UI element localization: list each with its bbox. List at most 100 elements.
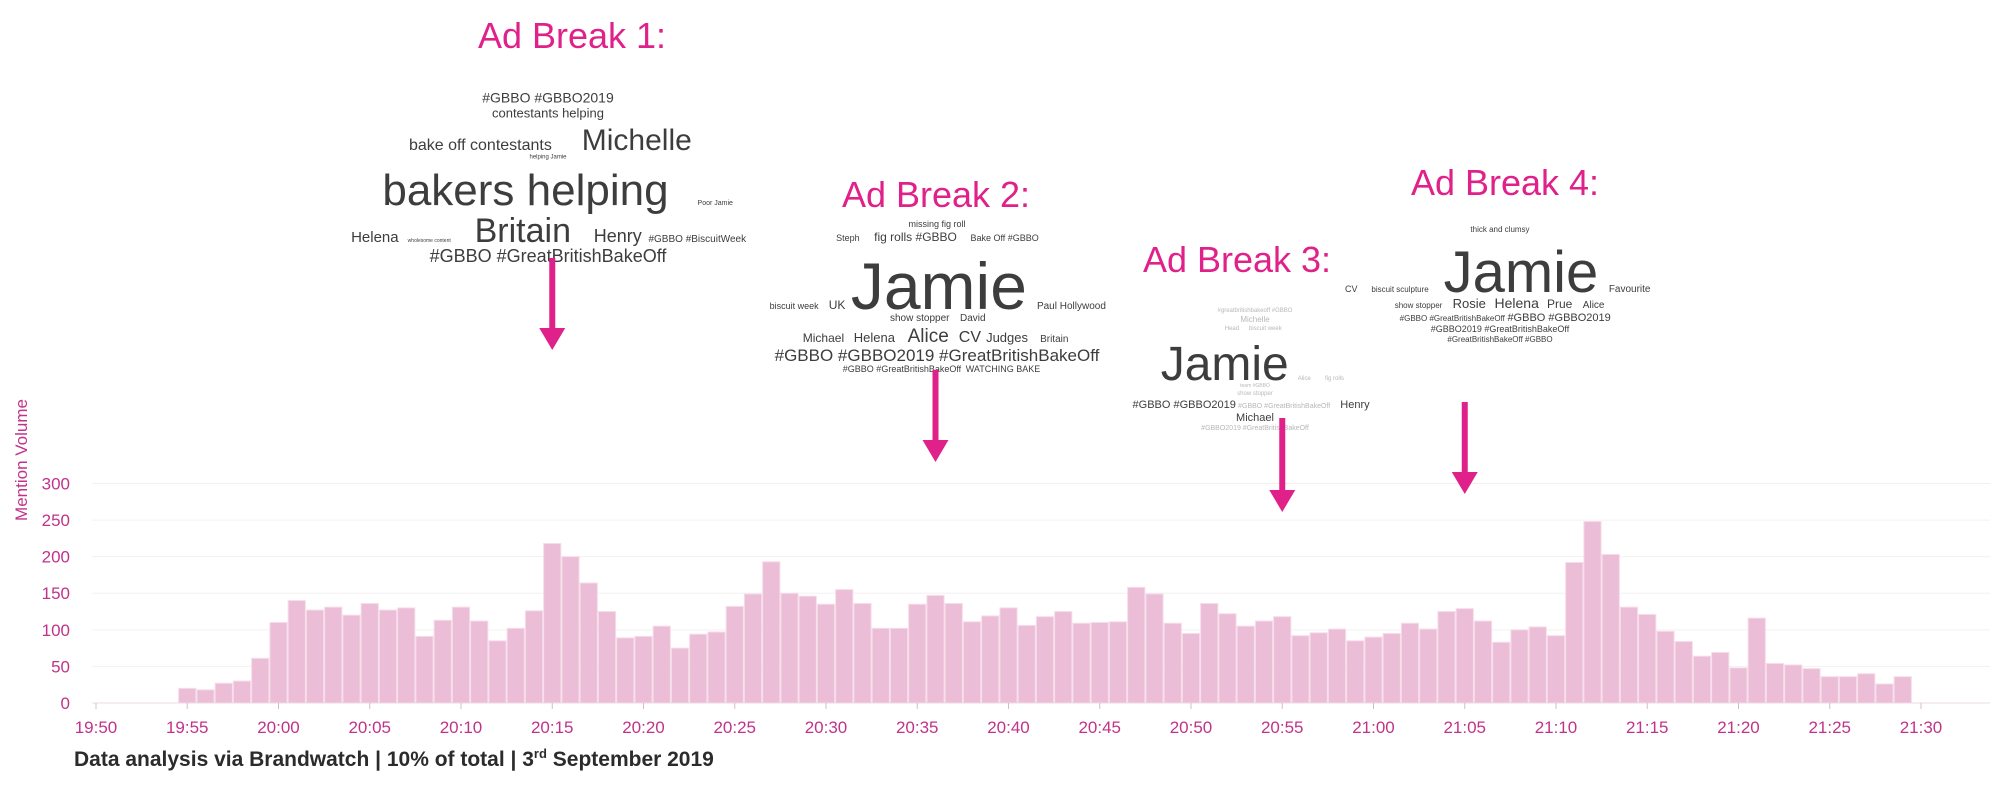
x-tick-label: 19:50 [75, 718, 118, 737]
bar [1346, 640, 1365, 704]
cloud-word: CV [959, 329, 982, 346]
cloud-word: #GBBO2019 #GreatBritishBakeOff [1201, 425, 1309, 432]
bar [1090, 622, 1109, 704]
bar [1364, 636, 1383, 704]
footer-prefix: Data analysis via Brandwatch | 10% of to… [74, 748, 534, 771]
x-tick-label: 21:00 [1352, 718, 1395, 737]
bar [634, 635, 653, 704]
bar [1236, 625, 1255, 704]
bar [433, 619, 452, 704]
bar [652, 625, 671, 704]
bars [178, 521, 1912, 704]
bar [616, 637, 635, 704]
cloud-word: #GBBO #BiscuitWeek [648, 234, 747, 245]
bar [1291, 635, 1310, 704]
cloud-word: #GreatBritishBakeOff #GBBO [1447, 335, 1552, 344]
bar [597, 611, 617, 704]
cloud-word: fig rolls [1325, 376, 1344, 382]
cloud-word: Helena [854, 330, 896, 345]
arrow-head [1451, 472, 1478, 494]
cloud-word: biscuit sculpture [1371, 285, 1429, 294]
bar [1656, 630, 1675, 704]
x-tick-label: 20:20 [622, 718, 665, 737]
cloud-word: Bake Off #GBBO [970, 233, 1038, 243]
x-tick-label: 21:25 [1808, 718, 1851, 737]
x-tick-label: 21:20 [1717, 718, 1760, 737]
bar [196, 689, 215, 704]
cloud-word: bakers helping [382, 166, 668, 215]
bar [1583, 521, 1602, 704]
cloud-word: #GBBO #GBBO2019 [1133, 399, 1236, 411]
x-tick-label: 20:35 [896, 718, 939, 737]
bar [962, 621, 982, 704]
bar [506, 627, 525, 704]
bar [1072, 622, 1091, 704]
bar [1838, 676, 1858, 704]
x-tick-label: 21:30 [1900, 718, 1943, 737]
x-tick-label: 20:55 [1261, 718, 1304, 737]
cloud-word: Jamie [1444, 240, 1599, 305]
bar [853, 602, 872, 704]
cloud-word: #GBBO #GBBO2019 [1507, 312, 1610, 324]
arrow-head [922, 440, 949, 462]
cloud-word: #GBBO #GreatBritishBakeOff [1400, 314, 1506, 323]
arrow-head [1269, 490, 1296, 512]
x-tick-label: 21:10 [1535, 718, 1578, 737]
bar [543, 542, 562, 704]
bar [1254, 620, 1274, 704]
word-cloud: thick and clumsy CV biscuit sculpture Jamie… [1345, 225, 1651, 344]
cloud-word: Michael [1236, 412, 1274, 424]
cloud-word: biscuit week [770, 301, 820, 311]
bar [1035, 616, 1055, 704]
cloud-word: #GBBO2019 #GreatBritishBakeOff [1431, 324, 1570, 334]
cloud-word: CV [1345, 284, 1358, 294]
bar [798, 595, 817, 704]
bar [762, 561, 781, 704]
axes: 0 50 100 150 200 250 300 19:50 19:55 20:00 20:05 20… [42, 474, 1990, 737]
bar [707, 631, 726, 704]
cloud-word: #greatbritishbakeoff #GBBO [1218, 308, 1293, 314]
bar [232, 680, 252, 704]
ad-break-title: Ad Break 2: [842, 174, 1030, 215]
cloud-word: Henry [594, 226, 642, 246]
cloud-word: wholesome content [408, 238, 452, 244]
bar [908, 603, 927, 704]
y-tick-label: 150 [42, 584, 70, 603]
y-tick-label: 200 [42, 548, 70, 567]
bar [1437, 611, 1456, 704]
bar [999, 607, 1018, 704]
cloud-word: Prue [1547, 297, 1573, 311]
bar [1108, 621, 1128, 704]
ad-break-title: Ad Break 1: [478, 15, 666, 56]
cloud-word: Henry [1340, 399, 1370, 411]
bar [1455, 608, 1474, 704]
cloud-word: #GBBO #GreatBritishBakeOff [843, 364, 962, 374]
bar [1382, 632, 1401, 704]
ad-break-title: Ad Break 4: [1411, 162, 1599, 203]
x-tick-label: 20:15 [531, 718, 574, 737]
bar [1181, 632, 1201, 704]
bar [1638, 613, 1657, 704]
cloud-word: Paul Hollywood [1037, 301, 1106, 312]
bar [397, 607, 416, 704]
cloud-word: Rosie [1453, 296, 1486, 311]
x-tick-label: 20:25 [713, 718, 756, 737]
cloud-word: UK [829, 298, 846, 312]
y-tick-label: 250 [42, 511, 70, 530]
word-cloud: missing fig roll Steph fig rolls #GBBO Bake… [770, 219, 1106, 374]
cloud-word: Britain [475, 212, 571, 250]
cloud-word: Judges [986, 330, 1028, 345]
bar [1273, 616, 1292, 704]
bar [1528, 626, 1547, 704]
bar [1729, 667, 1748, 704]
bar [816, 603, 836, 704]
y-axis-title: Mention Volume [12, 399, 31, 521]
x-tick-label: 20:00 [257, 718, 300, 737]
bar [1857, 673, 1876, 704]
cloud-word: #GBBO #GreatBritishBakeOff [1238, 403, 1330, 410]
cloud-word: Alice [1583, 300, 1605, 311]
bar [251, 657, 270, 704]
cloud-word: team #GBBO [1240, 383, 1270, 389]
